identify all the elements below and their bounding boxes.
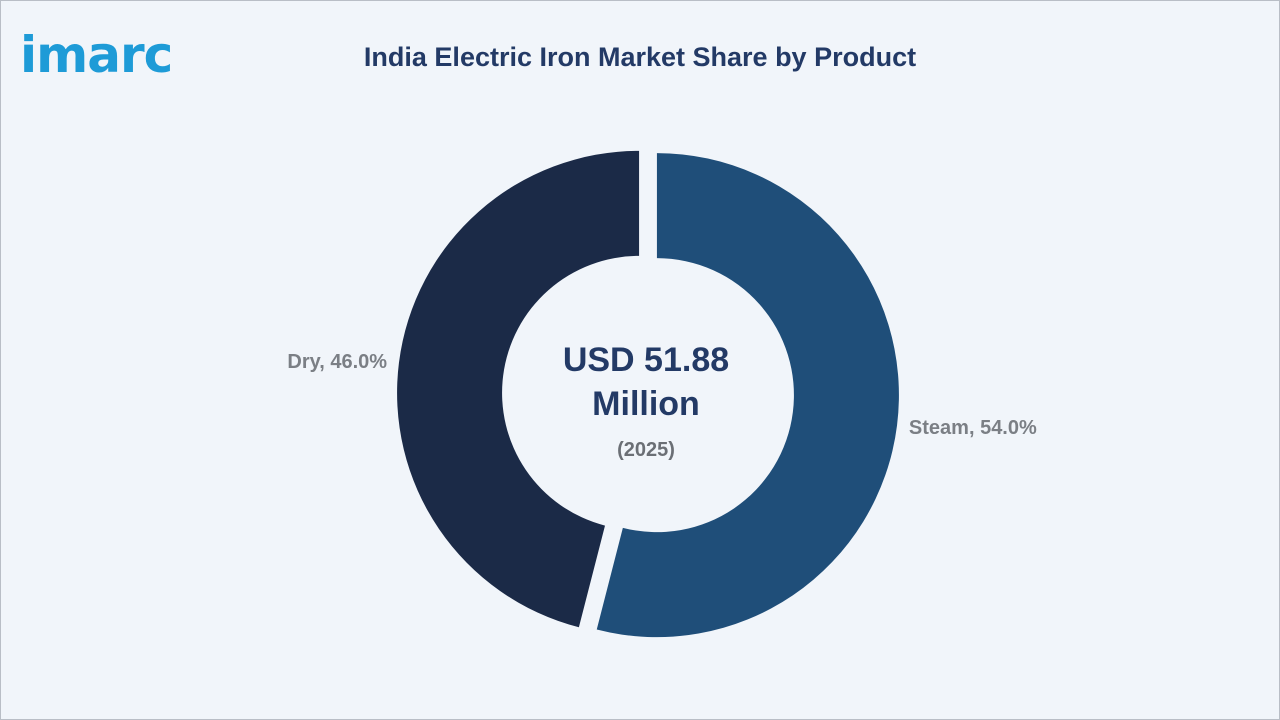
slice-label-dry: Dry, 46.0% [287, 351, 387, 373]
logo-text: imarc [20, 26, 172, 78]
slice-labels: Steam, 54.0% Dry, 46.0% [287, 351, 1037, 439]
imarc-logo: imarc [20, 26, 173, 78]
slice-dry [397, 150, 640, 628]
center-value-line2: Million [592, 385, 700, 423]
slice-label-steam: Steam, 54.0% [909, 417, 1037, 439]
slice-steam [596, 153, 899, 638]
center-year: (2025) [617, 439, 675, 461]
donut-slices [397, 150, 899, 638]
center-value-line1: USD 51.88 [563, 341, 729, 379]
chart-title: India Electric Iron Market Share by Prod… [363, 42, 917, 72]
